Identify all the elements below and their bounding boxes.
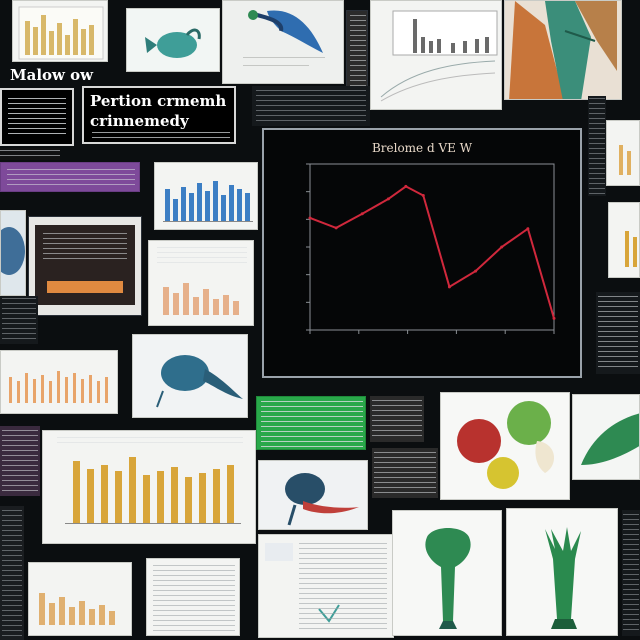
data-point [334,226,338,230]
fish-illustration [156,355,243,408]
fish-illustration [1,227,25,275]
data-point [404,184,408,188]
thumbnail-fruit-illustration[interactable] [440,392,570,500]
heading-box-left [0,88,74,146]
data-point [386,197,390,201]
heading-center-line2: crinnemedy [90,112,189,130]
text-column-left-lower [0,426,40,496]
data-point [474,269,478,273]
data-point [447,285,451,289]
thumbnail-fish-blue[interactable] [132,334,248,418]
thumbnail-fish-left-edge[interactable] [0,210,26,296]
bar-chart-mini [163,283,239,315]
bar-chart-mini [380,10,498,102]
bar-chart-mini [47,281,123,293]
thumbnail-dark-chart-gold[interactable] [28,216,142,316]
thumbnail-fish-red-tail[interactable] [258,460,368,530]
heading-center-line1: Pertion crmemh [90,92,227,110]
thumbnail-fish-teal[interactable] [126,8,220,72]
text-block-left [0,148,60,160]
text-column-left [0,296,38,344]
text-block-center-lower [372,448,438,498]
text-column-mid [252,86,370,126]
bar-chart-mini [625,231,637,267]
text-column-right-middle [596,292,640,374]
thumbnail-bar-chart-bottom-left[interactable] [28,562,132,636]
bar-chart-mini [39,593,115,625]
thumbnail-spreadsheet-top-right[interactable] [606,120,640,186]
text-column-bottom-left [0,506,24,640]
heading-box-center: Pertion crmemh crinnemedy [82,86,236,144]
thumbnail-leaf-right[interactable] [572,394,640,480]
bar-chart-mini [163,181,253,222]
thumbnail-narrow-strip [346,10,368,90]
text-block-center [370,396,424,442]
bar-chart-mini [9,371,108,403]
fish-illustration [145,28,201,58]
bar-chart-mini [65,457,241,524]
thumbnail-chart-right[interactable] [608,202,640,278]
thumbnail-bar-chart-blue[interactable] [154,162,258,230]
series-line [309,185,555,319]
thumbnail-bar-chart-gold-large[interactable] [42,430,256,544]
data-point [552,316,556,320]
thumbnail-bar-chart-peach[interactable] [0,350,118,414]
thumbnail-tree-right[interactable] [506,508,618,636]
bar-chart-mini [18,6,104,60]
thumbnail-bar-chart-gold-top[interactable] [12,0,108,62]
feather-illustration [243,10,325,66]
chart-title: Brelome d VE W [372,141,473,155]
heading-left: Malow ow [10,66,94,84]
fish-illustration [285,473,359,526]
data-point [360,212,364,216]
thumbnail-bar-chart-dark-bars[interactable] [370,0,502,110]
green-spreadsheet[interactable] [256,396,366,450]
thumbnail-table-bottom[interactable] [146,558,240,636]
heading-block-left: Malow ow [0,66,112,86]
tree-illustration [425,528,471,629]
thumbnail-tree-left[interactable] [392,510,502,636]
thumbnail-plant-illustration-large[interactable] [504,0,622,100]
bar-chart-mini [619,145,631,175]
feather-illustration [581,413,639,465]
text-column-right [588,96,606,196]
thumbnail-table-center[interactable] [258,534,394,638]
data-point [421,194,425,198]
main-chart-svg: Brelome d VE W [306,141,556,334]
plot-area [309,163,555,331]
text-column-right-bottom [622,510,640,636]
data-point [500,245,504,249]
data-point [308,216,312,220]
tree-illustration [545,527,581,629]
purple-band [0,162,140,192]
data-point [526,227,530,231]
main-line-chart[interactable]: Brelome d VE W [262,128,582,378]
thumbnail-bar-chart-orange[interactable] [148,240,254,326]
apple-illustration [457,401,555,489]
thumbnail-feather-blue[interactable] [222,0,344,84]
tree-illustration [509,1,617,99]
